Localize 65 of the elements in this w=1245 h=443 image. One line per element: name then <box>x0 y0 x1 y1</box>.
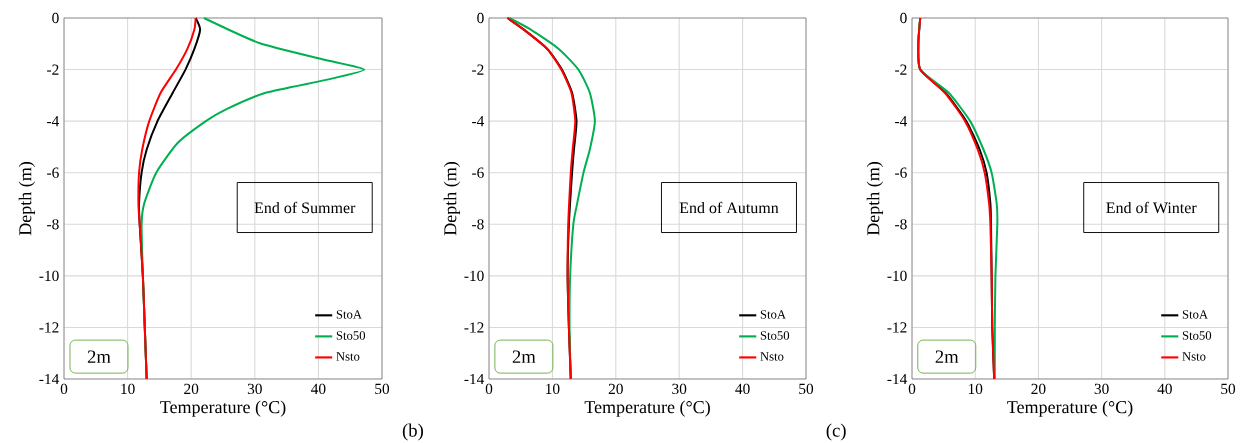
y-tick-label: -12 <box>887 322 907 333</box>
y-tick-label: -10 <box>464 270 484 282</box>
y-tick-label: -12 <box>464 322 484 333</box>
y-tick-label: -6 <box>895 167 907 178</box>
legend-label: Sto50 <box>1182 331 1212 340</box>
x-tick-label: 10 <box>121 383 135 395</box>
y-tick-label: -14 <box>887 373 908 385</box>
y-tick-label: 0 <box>900 12 907 24</box>
legend-label: Nsto <box>336 352 360 361</box>
y-axis-title: Depth (m) <box>443 162 461 236</box>
y-tick-label: -12 <box>39 322 59 333</box>
x-tick-label: 10 <box>546 383 560 395</box>
x-axis-title: Temperature (°C) <box>584 400 710 417</box>
legend-label: Nsto <box>1182 352 1206 361</box>
y-tick-label: -14 <box>39 373 60 385</box>
x-tick-label: 20 <box>608 383 623 395</box>
x-axis-title: Temperature (°C) <box>1007 400 1133 417</box>
legend-label: StoA <box>1182 310 1208 319</box>
y-tick-label: 0 <box>52 12 59 24</box>
annotation: End of Winter <box>1106 201 1197 214</box>
legend-label: Nsto <box>760 352 784 361</box>
y-tick-label: -8 <box>47 219 59 230</box>
x-axis-title: Temperature (°C) <box>160 400 286 417</box>
y-tick-label: -2 <box>472 64 484 75</box>
x-tick-label: 40 <box>735 383 750 395</box>
x-tick-label: 20 <box>1031 383 1046 395</box>
x-tick-label: 0 <box>485 383 493 395</box>
y-tick-label: -2 <box>47 64 59 75</box>
y-axis-title: Depth (m) <box>866 162 884 236</box>
annotation: End of Autumn <box>679 201 779 214</box>
annotation: 2m <box>87 350 111 363</box>
x-tick-label: 40 <box>311 383 326 395</box>
x-tick-label: 20 <box>184 383 199 395</box>
x-tick-label: 10 <box>968 383 983 395</box>
x-tick-label: 50 <box>799 383 814 395</box>
x-tick-label: 40 <box>1157 383 1172 395</box>
x-tick-label: 0 <box>60 383 68 395</box>
legend-label: StoA <box>760 310 786 319</box>
y-tick-label: -4 <box>895 116 908 127</box>
y-tick-label: -6 <box>47 167 59 178</box>
legend-label: Sto50 <box>336 331 366 340</box>
y-tick-label: -8 <box>472 219 484 230</box>
x-tick-label: 30 <box>1094 383 1109 395</box>
legend-label: StoA <box>336 310 362 319</box>
y-axis-title: Depth (m) <box>18 162 36 236</box>
y-tick-label: -2 <box>895 64 907 75</box>
y-tick-label: 0 <box>477 12 484 24</box>
annotation: End of Summer <box>254 201 356 214</box>
y-tick-label: -14 <box>464 373 485 385</box>
y-tick-label: -4 <box>47 116 60 127</box>
y-tick-label: -10 <box>39 270 59 282</box>
x-tick-label: 30 <box>247 383 262 395</box>
annotation: 2m <box>512 350 536 363</box>
x-tick-label: 50 <box>375 383 390 395</box>
x-tick-label: 0 <box>908 383 916 395</box>
annotation: 2m <box>935 350 959 363</box>
y-tick-label: -8 <box>895 219 907 230</box>
y-tick-label: -4 <box>472 116 485 127</box>
legend-label: Sto50 <box>760 331 790 340</box>
y-tick-label: -10 <box>887 270 907 282</box>
y-tick-label: -6 <box>472 167 484 178</box>
x-tick-label: 50 <box>1221 383 1236 395</box>
text: (c) <box>826 423 846 441</box>
text: (b) <box>402 423 423 441</box>
x-tick-label: 30 <box>672 383 687 395</box>
